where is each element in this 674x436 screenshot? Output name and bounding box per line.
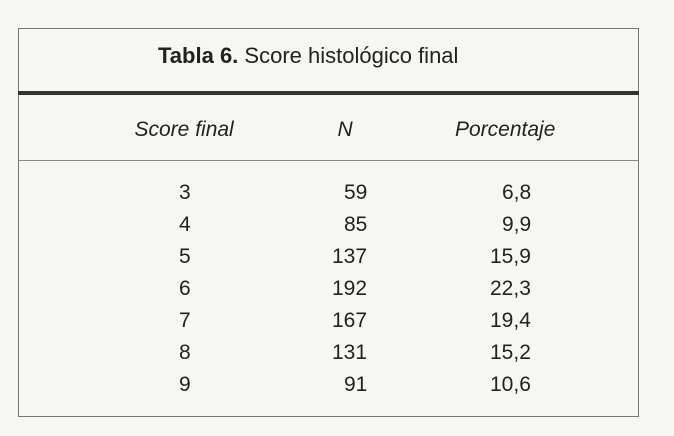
table-cell: 10,6 xyxy=(490,373,531,396)
table-cell: 15,9 xyxy=(490,245,531,268)
table-cell: 6,8 xyxy=(502,181,532,204)
table-cell: 5 xyxy=(179,245,191,268)
table-cell: 9 xyxy=(179,373,191,396)
table-cell: 15,2 xyxy=(490,341,531,364)
table-cell: 6 xyxy=(179,277,191,300)
table-cell: 131 xyxy=(332,341,368,364)
table-cell: 192 xyxy=(332,277,368,300)
title-label: Tabla 6. xyxy=(158,43,239,68)
column-header: Score final xyxy=(134,118,234,141)
table-cell: 9,9 xyxy=(502,213,532,236)
table-frame xyxy=(18,28,639,417)
table-cell: 3 xyxy=(179,181,191,204)
table-cell: 8 xyxy=(179,341,191,364)
title-rule xyxy=(18,91,639,95)
table-cell: 7 xyxy=(179,309,191,332)
column-header: N xyxy=(337,118,353,141)
column-header: Porcentaje xyxy=(455,118,556,141)
title-text: Score histológico final xyxy=(244,43,459,68)
header-rule xyxy=(18,160,639,161)
table-cell: 22,3 xyxy=(490,277,531,300)
table-title: Tabla 6. Score histológico final xyxy=(158,44,458,68)
table-cell: 4 xyxy=(179,213,191,236)
table-cell: 59 xyxy=(344,181,368,204)
table-cell: 85 xyxy=(344,213,368,236)
table-cell: 167 xyxy=(332,309,368,332)
table-cell: 91 xyxy=(344,373,368,396)
table-cell: 19,4 xyxy=(490,309,531,332)
table-cell: 137 xyxy=(332,245,368,268)
